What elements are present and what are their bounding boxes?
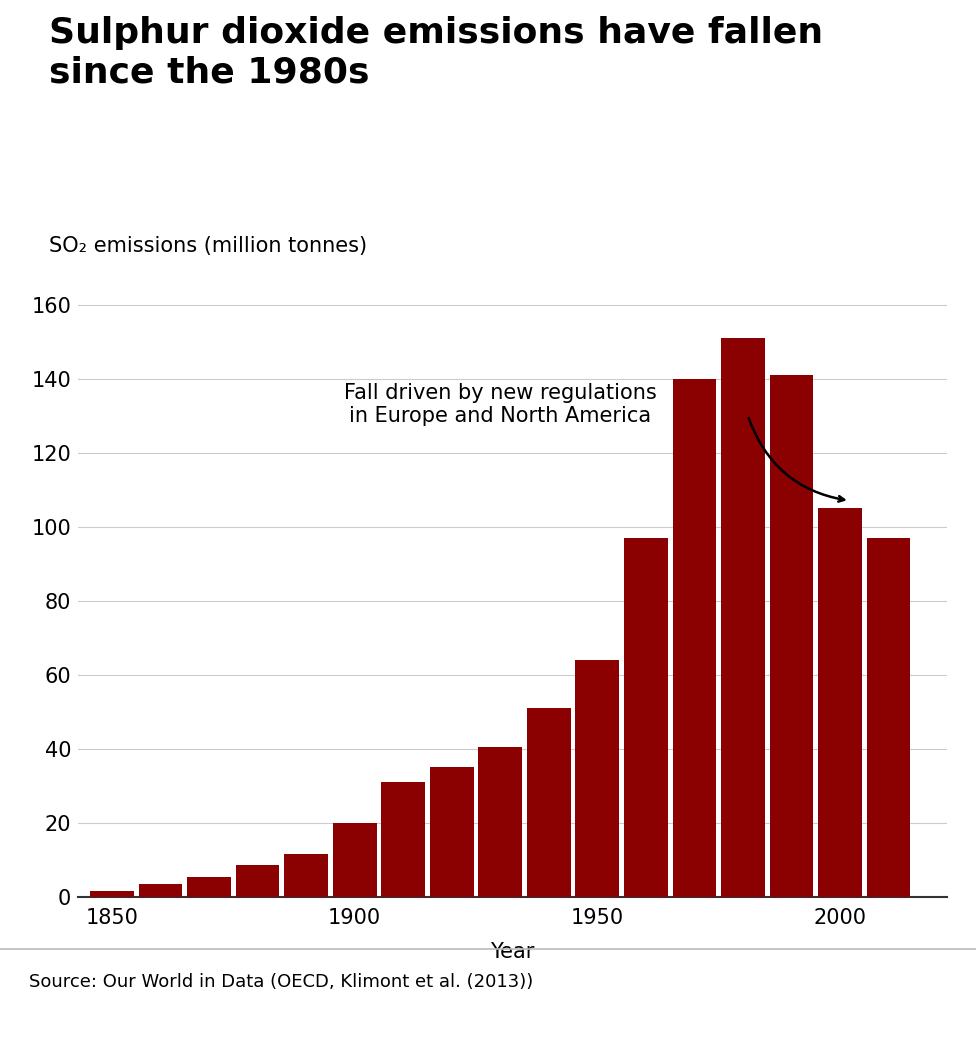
Bar [721, 338, 765, 897]
Text: B: B [886, 985, 910, 1012]
Bar [90, 892, 134, 897]
Text: Fall driven by new regulations
in Europe and North America: Fall driven by new regulations in Europe… [344, 383, 657, 426]
Bar [284, 854, 328, 897]
Bar [333, 822, 377, 897]
Bar [867, 538, 911, 897]
Bar [818, 508, 862, 897]
Text: Sulphur dioxide emissions have fallen
since the 1980s: Sulphur dioxide emissions have fallen si… [49, 16, 823, 89]
Bar [429, 767, 473, 897]
Bar [672, 379, 716, 897]
Bar [624, 538, 668, 897]
Bar [770, 374, 813, 897]
Bar [236, 865, 279, 897]
X-axis label: Year: Year [490, 942, 535, 962]
Bar [527, 708, 571, 897]
Text: C: C [923, 985, 946, 1012]
Text: Source: Our World in Data (OECD, Klimont et al. (2013)): Source: Our World in Data (OECD, Klimont… [29, 973, 534, 991]
Text: SO₂ emissions (million tonnes): SO₂ emissions (million tonnes) [49, 236, 367, 256]
Bar [139, 884, 183, 897]
Bar [576, 660, 619, 897]
Bar [187, 877, 231, 897]
Bar [382, 783, 426, 897]
Bar [478, 747, 522, 897]
Text: B: B [850, 985, 873, 1012]
